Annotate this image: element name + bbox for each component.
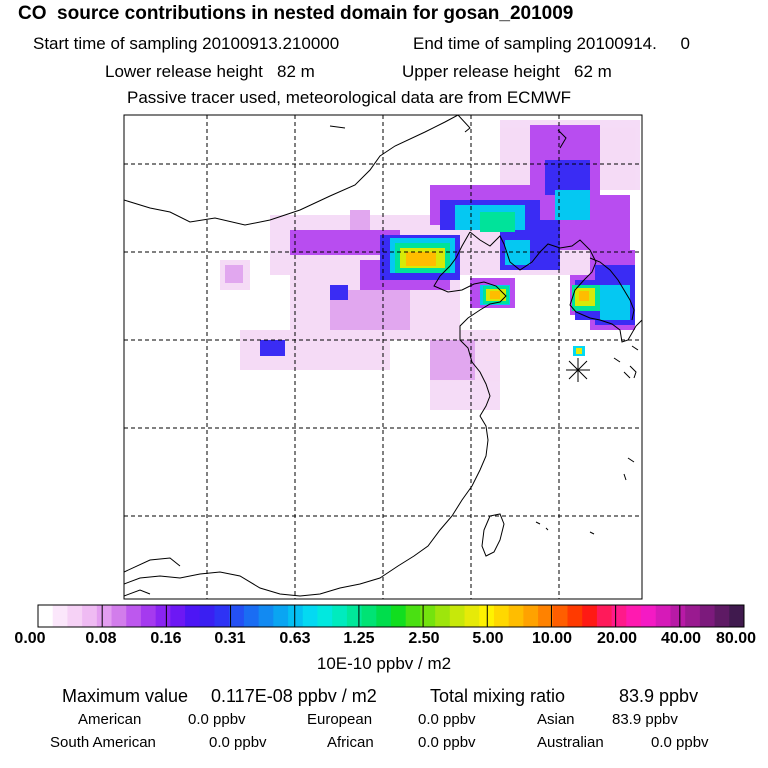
colorbar-cell (38, 605, 54, 627)
colorbar-cell (611, 605, 627, 627)
tick-label: 80.00 (715, 630, 757, 647)
colorbar-cell (170, 605, 186, 627)
tracer-note: Passive tracer used, meteorological data… (127, 88, 572, 107)
colorbar-cell (641, 605, 657, 627)
colorbar-cell (523, 605, 539, 627)
upper-release-height-label: Upper release height 62 m (402, 62, 612, 81)
region-value-african: 0.0 ppbv (418, 734, 476, 751)
tick-label: 10.00 (531, 630, 573, 647)
colorbar-dividers (101, 605, 681, 627)
colorbar-cell (67, 605, 83, 627)
colorbar-cell (185, 605, 201, 627)
region-value-asian: 83.9 ppbv (612, 711, 678, 728)
tick-label: 2.50 (408, 630, 440, 647)
colorbar-cell (111, 605, 127, 627)
tick-label: 40.00 (660, 630, 702, 647)
colorbar-units: 10E-10 ppbv / m2 (316, 654, 452, 673)
region-name-asian: Asian (537, 711, 575, 728)
colorbar-cell (582, 605, 598, 627)
colorbar-cell (699, 605, 716, 627)
colorbar-cell (626, 605, 642, 627)
total-mixing-ratio-value: 83.9 ppbv (619, 686, 699, 706)
region-name-european: European (307, 711, 373, 728)
colorbar-cell (302, 605, 318, 627)
tick-label: 0.08 (85, 630, 117, 647)
tick-label: 0.63 (279, 630, 311, 647)
region-value-south-american: 0.0 ppbv (209, 734, 267, 751)
colorbar-cell (655, 605, 671, 627)
region-value-european: 0.0 ppbv (418, 711, 476, 728)
colorbar-cell (140, 605, 157, 627)
tick-label: 0.31 (214, 630, 246, 647)
colorbar-cell (596, 605, 613, 627)
colorbar-cell (729, 605, 745, 627)
start-time-label: Start time of sampling 20100913.210000 (33, 34, 340, 53)
colorbar-cell (229, 605, 245, 627)
colorbar-cell (155, 605, 171, 627)
colorbar-cell (96, 605, 113, 627)
colorbar-cell (82, 605, 98, 627)
plot-title: CO source contributions in nested domain… (18, 3, 574, 24)
colorbar-cell (361, 605, 377, 627)
colorbar-cell (538, 605, 554, 627)
colorbar-cell (376, 605, 392, 627)
colorbar-cell (567, 605, 583, 627)
colorbar-frame (37, 604, 745, 628)
map-frame (123, 114, 643, 600)
tick-label: 0.00 (14, 630, 46, 647)
colorbar (37, 604, 745, 628)
total-mixing-ratio-label: Total mixing ratio (430, 686, 566, 706)
region-name-australian: Australian (537, 734, 604, 751)
colorbar-cell (126, 605, 142, 627)
colorbar-cell (243, 605, 260, 627)
colorbar-cell (508, 605, 524, 627)
concentration-field (220, 120, 640, 410)
tick-label: 20.00 (596, 630, 638, 647)
tick-label: 5.00 (472, 630, 504, 647)
region-name-african: African (327, 734, 374, 751)
colorbar-cell (288, 605, 304, 627)
colorbar-cell (464, 605, 480, 627)
colorbar-cell (552, 605, 568, 627)
colorbar-cell (493, 605, 510, 627)
colorbar-cell (405, 605, 421, 627)
colorbar-cell (685, 605, 701, 627)
colorbar-cell (449, 605, 466, 627)
region-name-american: American (78, 711, 142, 728)
region-value-american: 0.0 ppbv (188, 711, 246, 728)
colorbar-cells (38, 605, 745, 627)
colorbar-cell (670, 605, 686, 627)
colorbar-cell (214, 605, 230, 627)
receptor-marker (566, 358, 590, 382)
tick-label: 0.16 (150, 630, 182, 647)
colorbar-cell (435, 605, 451, 627)
lower-release-height-label: Lower release height 82 m (105, 62, 315, 81)
colorbar-cell (52, 605, 68, 627)
tick-label: 1.25 (343, 630, 375, 647)
colorbar-cell (420, 605, 436, 627)
colorbar-cell (346, 605, 363, 627)
colorbar-cell (391, 605, 407, 627)
map-panel (123, 114, 643, 600)
max-value: 0.117E-08 ppbv / m2 (211, 686, 377, 706)
colorbar-cell (199, 605, 215, 627)
coastlines (124, 115, 642, 597)
colorbar-cell (317, 605, 333, 627)
colorbar-cell (258, 605, 274, 627)
colorbar-cell (273, 605, 289, 627)
region-value-australian: 0.0 ppbv (651, 734, 709, 751)
grid-lines (124, 115, 642, 599)
colorbar-cell (332, 605, 348, 627)
end-time-label: End time of sampling 20100914. 0 (413, 34, 690, 53)
region-name-south-american: South American (50, 734, 156, 751)
colorbar-cell (714, 605, 730, 627)
max-value-label: Maximum value (62, 686, 189, 706)
